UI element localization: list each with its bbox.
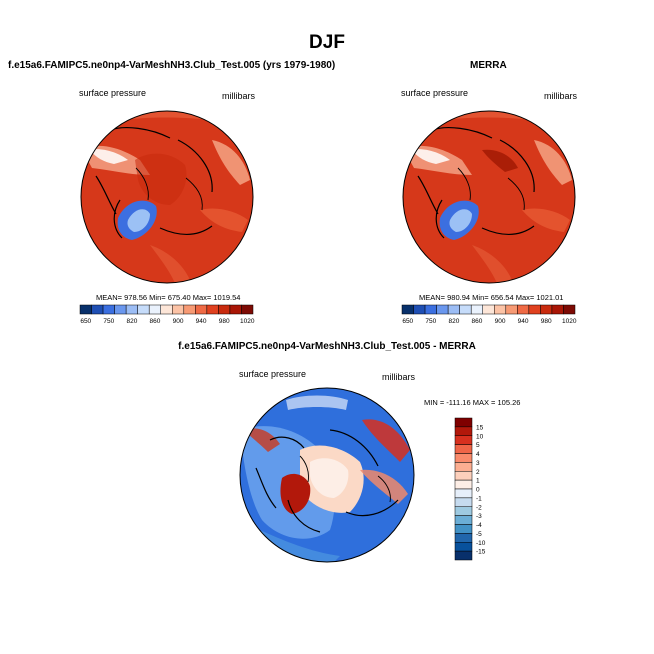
panel-1-colorbar-tick-label: 1020 — [240, 318, 255, 325]
panel-2-colorbar-swatch — [459, 304, 472, 315]
panel-2-colorbar-tick-label: 980 — [541, 318, 552, 325]
panel-1-colorbar-swatch — [91, 304, 104, 315]
panel-1-colorbar-swatch — [114, 304, 127, 315]
panel-2-variable-label: surface pressure — [401, 88, 469, 98]
panel-3-colorbar-tick-label: 1 — [476, 478, 480, 485]
panel-3-colorbar-tick-label: -10 — [476, 540, 486, 547]
panel-1-map — [81, 111, 253, 283]
panel-3-colorbar-tick-label: -5 — [476, 531, 482, 538]
panel-2-colorbar-swatch — [563, 304, 576, 315]
panel-1-colorbar-swatch — [137, 304, 150, 315]
panel-3-colorbar-swatch — [454, 542, 473, 552]
panel-2-title: MERRA — [470, 60, 507, 71]
panel-2-colorbar-tick-label: 820 — [448, 318, 459, 325]
panel-3-colorbar-swatch — [454, 435, 473, 445]
panel-2-stats: MEAN= 980.94 Min= 656.54 Max= 1021.01 — [419, 293, 564, 302]
panel-3-colorbar-tick-label: 0 — [476, 487, 480, 494]
panel-2-colorbar-tick-label: 940 — [518, 318, 529, 325]
panel-3-colorbar-swatch — [454, 524, 473, 534]
panel-1-title: f.e15a6.FAMIPC5.ne0np4-VarMeshNH3.Club_T… — [8, 60, 336, 71]
panel-1-units-label: millibars — [222, 91, 256, 101]
panel-1-colorbar-swatch — [195, 304, 208, 315]
panel-3-colorbar-tick-label: -1 — [476, 495, 482, 502]
panel-3-stats: MIN = -111.16 MAX = 105.26 — [424, 398, 521, 407]
panel-2-colorbar-swatch — [424, 304, 437, 315]
panel-3-colorbar-tick-label: -4 — [476, 522, 482, 529]
panel-3-units-label: millibars — [382, 372, 416, 382]
panel-1-colorbar-swatch — [102, 304, 115, 315]
panel-3-colorbar-swatch — [454, 550, 473, 561]
panel-2-map — [403, 111, 575, 283]
panel-1-colorbar-tick-label: 980 — [219, 318, 230, 325]
panel-3-colorbar-swatch — [454, 506, 473, 516]
panel-1-colorbar-swatch — [172, 304, 185, 315]
panel-3-colorbar-tick-label: 4 — [476, 451, 480, 458]
panel-1-variable-label: surface pressure — [79, 88, 147, 98]
panel-3-colorbar-swatch — [454, 417, 473, 428]
panel-3-colorbar-tick-label: -3 — [476, 513, 482, 520]
panel-2-colorbar-swatch — [482, 304, 495, 315]
panel-2-colorbar-swatch — [470, 304, 483, 315]
panel-1-colorbar-swatch — [79, 304, 92, 315]
panel-2-colorbar-swatch — [551, 304, 564, 315]
panel-1-colorbar-tick-label: 750 — [103, 318, 114, 325]
panel-2-colorbar-tick-label: 650 — [402, 318, 413, 325]
panel-3-colorbar-tick-label: -15 — [476, 549, 486, 556]
panel-2-colorbar-swatch — [540, 304, 553, 315]
panel-2-colorbar-tick-label: 1020 — [562, 318, 577, 325]
panel-3-colorbar-swatch — [454, 488, 473, 499]
panel-3-colorbar-swatch — [454, 515, 473, 525]
panel-3-colorbar-swatch — [454, 497, 473, 507]
panel-3-colorbar-tick-label: 5 — [476, 442, 480, 449]
panel-2-colorbar-tick-label: 900 — [495, 318, 506, 325]
panel-1-colorbar-swatch — [160, 304, 173, 315]
panel-3-colorbar-swatch — [454, 471, 473, 481]
panel-3-colorbar-tick-label: -2 — [476, 504, 482, 511]
panel-1-colorbar: 650 750 820 860 900 940 980 1020 — [79, 304, 255, 325]
panel-1-stats: MEAN= 978.56 Min= 675.40 Max= 1019.54 — [96, 293, 241, 302]
panel-2-colorbar-tick-label: 860 — [472, 318, 483, 325]
panel-2-colorbar-swatch — [528, 304, 541, 315]
panel-3-colorbar-tick-label: 2 — [476, 469, 480, 476]
panel-3-title: f.e15a6.FAMIPC5.ne0np4-VarMeshNH3.Club_T… — [178, 341, 476, 352]
panel-2-colorbar-swatch — [494, 304, 507, 315]
panel-1-colorbar-swatch — [148, 304, 161, 315]
panel-3-map — [240, 388, 414, 562]
panel-3-colorbar-swatch — [454, 479, 473, 490]
panel-3-colorbar-swatch — [454, 426, 473, 436]
panel-2-colorbar-swatch — [517, 304, 530, 315]
panel-2-colorbar-swatch — [436, 304, 449, 315]
panel-3-colorbar-swatch — [454, 462, 473, 472]
panel-1-colorbar-swatch — [183, 304, 196, 315]
panel-2-colorbar-tick-label: 750 — [425, 318, 436, 325]
panel-3-variable-label: surface pressure — [239, 369, 307, 379]
panel-3-colorbar-swatch — [454, 453, 473, 463]
panel-1-colorbar-tick-label: 860 — [150, 318, 161, 325]
panel-1-colorbar-swatch — [125, 304, 138, 315]
panel-2-colorbar-swatch — [447, 304, 460, 315]
panel-1-colorbar-tick-label: 940 — [196, 318, 207, 325]
panel-3-colorbar-swatch — [454, 533, 473, 543]
panel-1-colorbar-tick-label: 820 — [126, 318, 137, 325]
panel-2-colorbar-swatch — [505, 304, 518, 315]
panel-2-colorbar: 650 750 820 860 900 940 980 1020 — [401, 304, 577, 325]
panel-2-units-label: millibars — [544, 91, 578, 101]
panel-2-colorbar-swatch — [413, 304, 426, 315]
panel-3-colorbar-swatch — [454, 444, 473, 454]
panel-1-colorbar-swatch — [218, 304, 231, 315]
panel-2-colorbar-swatch — [401, 304, 414, 315]
panel-1-colorbar-tick-label: 650 — [80, 318, 91, 325]
panel-1-colorbar-swatch — [206, 304, 219, 315]
panel-3-colorbar-tick-label: 10 — [476, 433, 484, 440]
panel-3-colorbar-tick-label: 3 — [476, 460, 480, 467]
panel-3-colorbar-tick-label: 15 — [476, 424, 484, 431]
panel-1-colorbar-swatch — [229, 304, 242, 315]
figure-title: DJF — [309, 32, 345, 53]
panel-1-colorbar-swatch — [241, 304, 254, 315]
panel-1-colorbar-tick-label: 900 — [173, 318, 184, 325]
